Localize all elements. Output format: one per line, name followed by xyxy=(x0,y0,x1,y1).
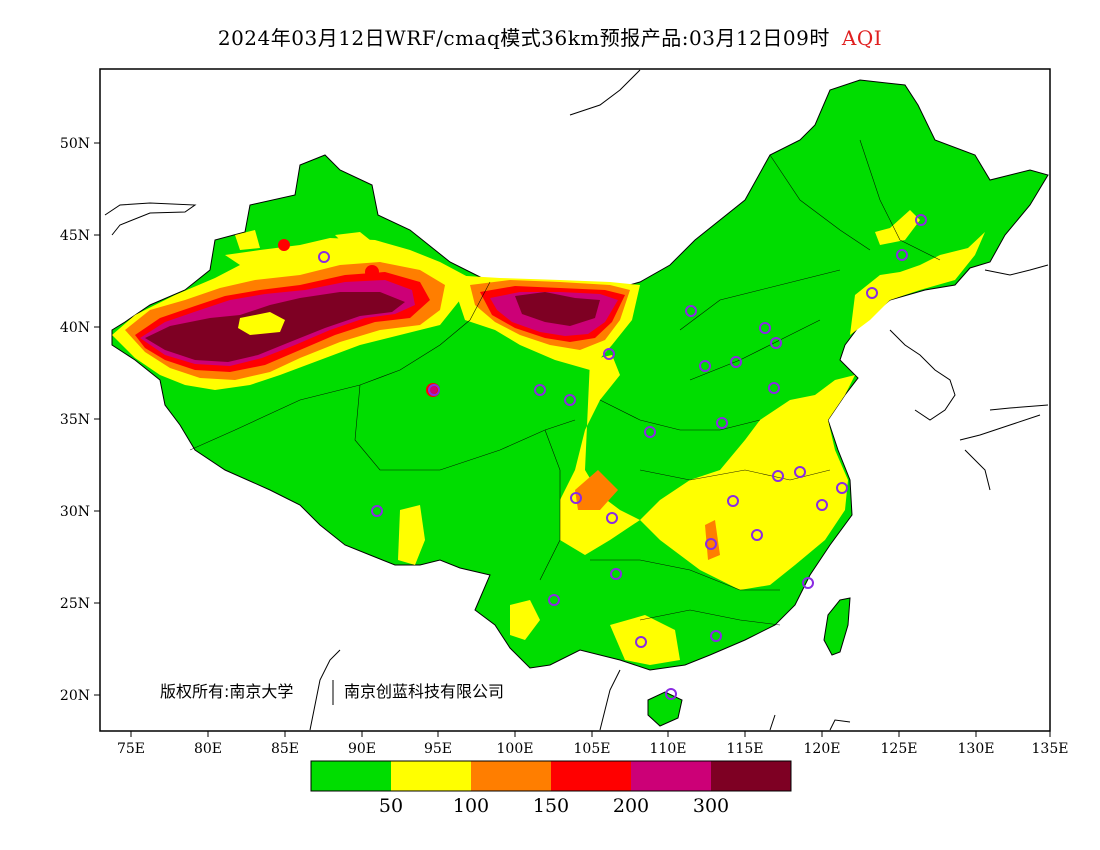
lon-tick-label: 105E xyxy=(574,741,611,757)
lat-tick-label: 50N xyxy=(60,136,90,152)
station-marker xyxy=(727,495,739,507)
station-marker xyxy=(759,322,771,334)
station-marker xyxy=(794,466,806,478)
station-marker xyxy=(772,470,784,482)
station-marker xyxy=(816,499,828,511)
station-marker xyxy=(751,529,763,541)
legend-swatch-purple xyxy=(631,761,711,791)
lon-tick-marks xyxy=(130,731,1051,737)
map-title: 2024年03月12日WRF/cmaq模式36km预报产品:03月12日09时 A… xyxy=(0,22,1100,51)
lat-tick-label: 30N xyxy=(60,504,90,520)
lon-tick-label: 95E xyxy=(424,741,452,757)
station-marker xyxy=(606,512,618,524)
title-variable: AQI xyxy=(841,26,883,50)
lat-tick-label: 40N xyxy=(60,320,90,336)
neighbor-coastlines xyxy=(104,69,1049,731)
copyright-org: 南京创蓝科技有限公司 xyxy=(344,682,504,701)
station-marker xyxy=(428,384,440,396)
station-marker xyxy=(548,594,560,606)
lon-tick-label: 135E xyxy=(1032,741,1069,757)
station-marker xyxy=(716,417,728,429)
legend-label: 150 xyxy=(533,795,569,817)
station-marker xyxy=(699,360,711,372)
legend-label: 200 xyxy=(613,795,649,817)
station-marker xyxy=(564,394,576,406)
lat-tick-label: 25N xyxy=(60,596,90,612)
station-marker xyxy=(635,636,647,648)
station-marker xyxy=(768,382,780,394)
lon-axis: 75E 80E 85E 90E 95E 100E 105E 110E 115E … xyxy=(117,731,1069,757)
station-marker xyxy=(603,348,615,360)
lat-tick-label: 45N xyxy=(60,228,90,244)
lat-tick-label: 20N xyxy=(60,688,90,704)
station-marker xyxy=(610,568,622,580)
legend-swatch-maroon xyxy=(711,761,791,791)
station-marker xyxy=(705,538,717,550)
lon-tick-label: 130E xyxy=(958,741,995,757)
taiwan xyxy=(823,597,851,656)
lon-tick-label: 110E xyxy=(650,741,687,757)
station-marker xyxy=(915,214,927,226)
copyright-text: 版权所有:南京大学 xyxy=(160,682,293,701)
station-marker xyxy=(896,249,908,261)
station-marker xyxy=(371,505,383,517)
lon-tick-label: 75E xyxy=(117,741,145,757)
legend-swatch-yellow xyxy=(391,761,471,791)
lat-tick-label: 35N xyxy=(60,412,90,428)
lon-tick-label: 125E xyxy=(881,741,918,757)
province-boundaries xyxy=(189,139,941,626)
legend-label: 100 xyxy=(453,795,489,817)
station-marker xyxy=(710,630,722,642)
legend-frame xyxy=(310,760,792,792)
hainan xyxy=(647,691,683,727)
lat-tick-marks xyxy=(94,142,100,696)
station-marker xyxy=(730,356,742,368)
copyright-block: 版权所有:南京大学 南京创蓝科技有限公司 xyxy=(160,680,504,705)
legend-swatch-green xyxy=(311,761,391,791)
station-marker xyxy=(534,384,546,396)
color-legend: 50 100 150 200 300 xyxy=(310,760,792,817)
aqi-patch xyxy=(238,312,285,335)
station-marker xyxy=(866,287,878,299)
legend-label: 300 xyxy=(693,795,729,817)
legend-label: 50 xyxy=(379,795,403,817)
station-marker xyxy=(570,492,582,504)
station-marker xyxy=(685,305,697,317)
station-marker xyxy=(770,337,782,349)
title-main: 2024年03月12日WRF/cmaq模式36km预报产品:03月12日09时 xyxy=(217,26,830,50)
lon-tick-label: 100E xyxy=(497,741,534,757)
legend-swatch-orange xyxy=(471,761,551,791)
station-marker xyxy=(836,482,848,494)
lon-tick-label: 120E xyxy=(804,741,841,757)
monitoring-stations xyxy=(318,214,927,700)
station-marker xyxy=(665,688,677,700)
lat-axis: 20N 25N 30N 35N 40N 45N 50N xyxy=(60,136,100,704)
map-content xyxy=(104,69,1049,731)
lon-tick-label: 90E xyxy=(348,741,376,757)
station-marker xyxy=(644,426,656,438)
legend-swatch-red xyxy=(551,761,631,791)
station-marker xyxy=(318,251,330,263)
station-marker xyxy=(802,577,814,589)
lon-tick-label: 85E xyxy=(271,741,299,757)
lon-tick-label: 80E xyxy=(194,741,222,757)
lon-tick-label: 115E xyxy=(727,741,764,757)
